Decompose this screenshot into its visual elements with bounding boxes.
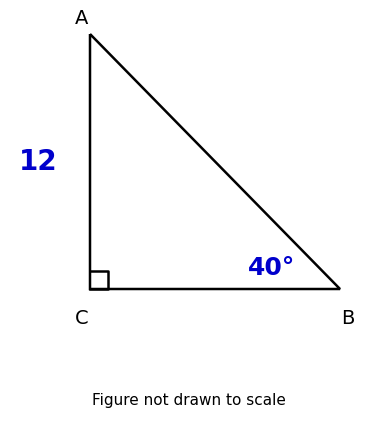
Text: 40°: 40° — [248, 255, 296, 280]
Text: B: B — [341, 308, 355, 327]
Text: Figure not drawn to scale: Figure not drawn to scale — [92, 392, 286, 406]
Text: 12: 12 — [19, 147, 57, 175]
Text: A: A — [75, 9, 89, 28]
Text: C: C — [75, 308, 89, 327]
